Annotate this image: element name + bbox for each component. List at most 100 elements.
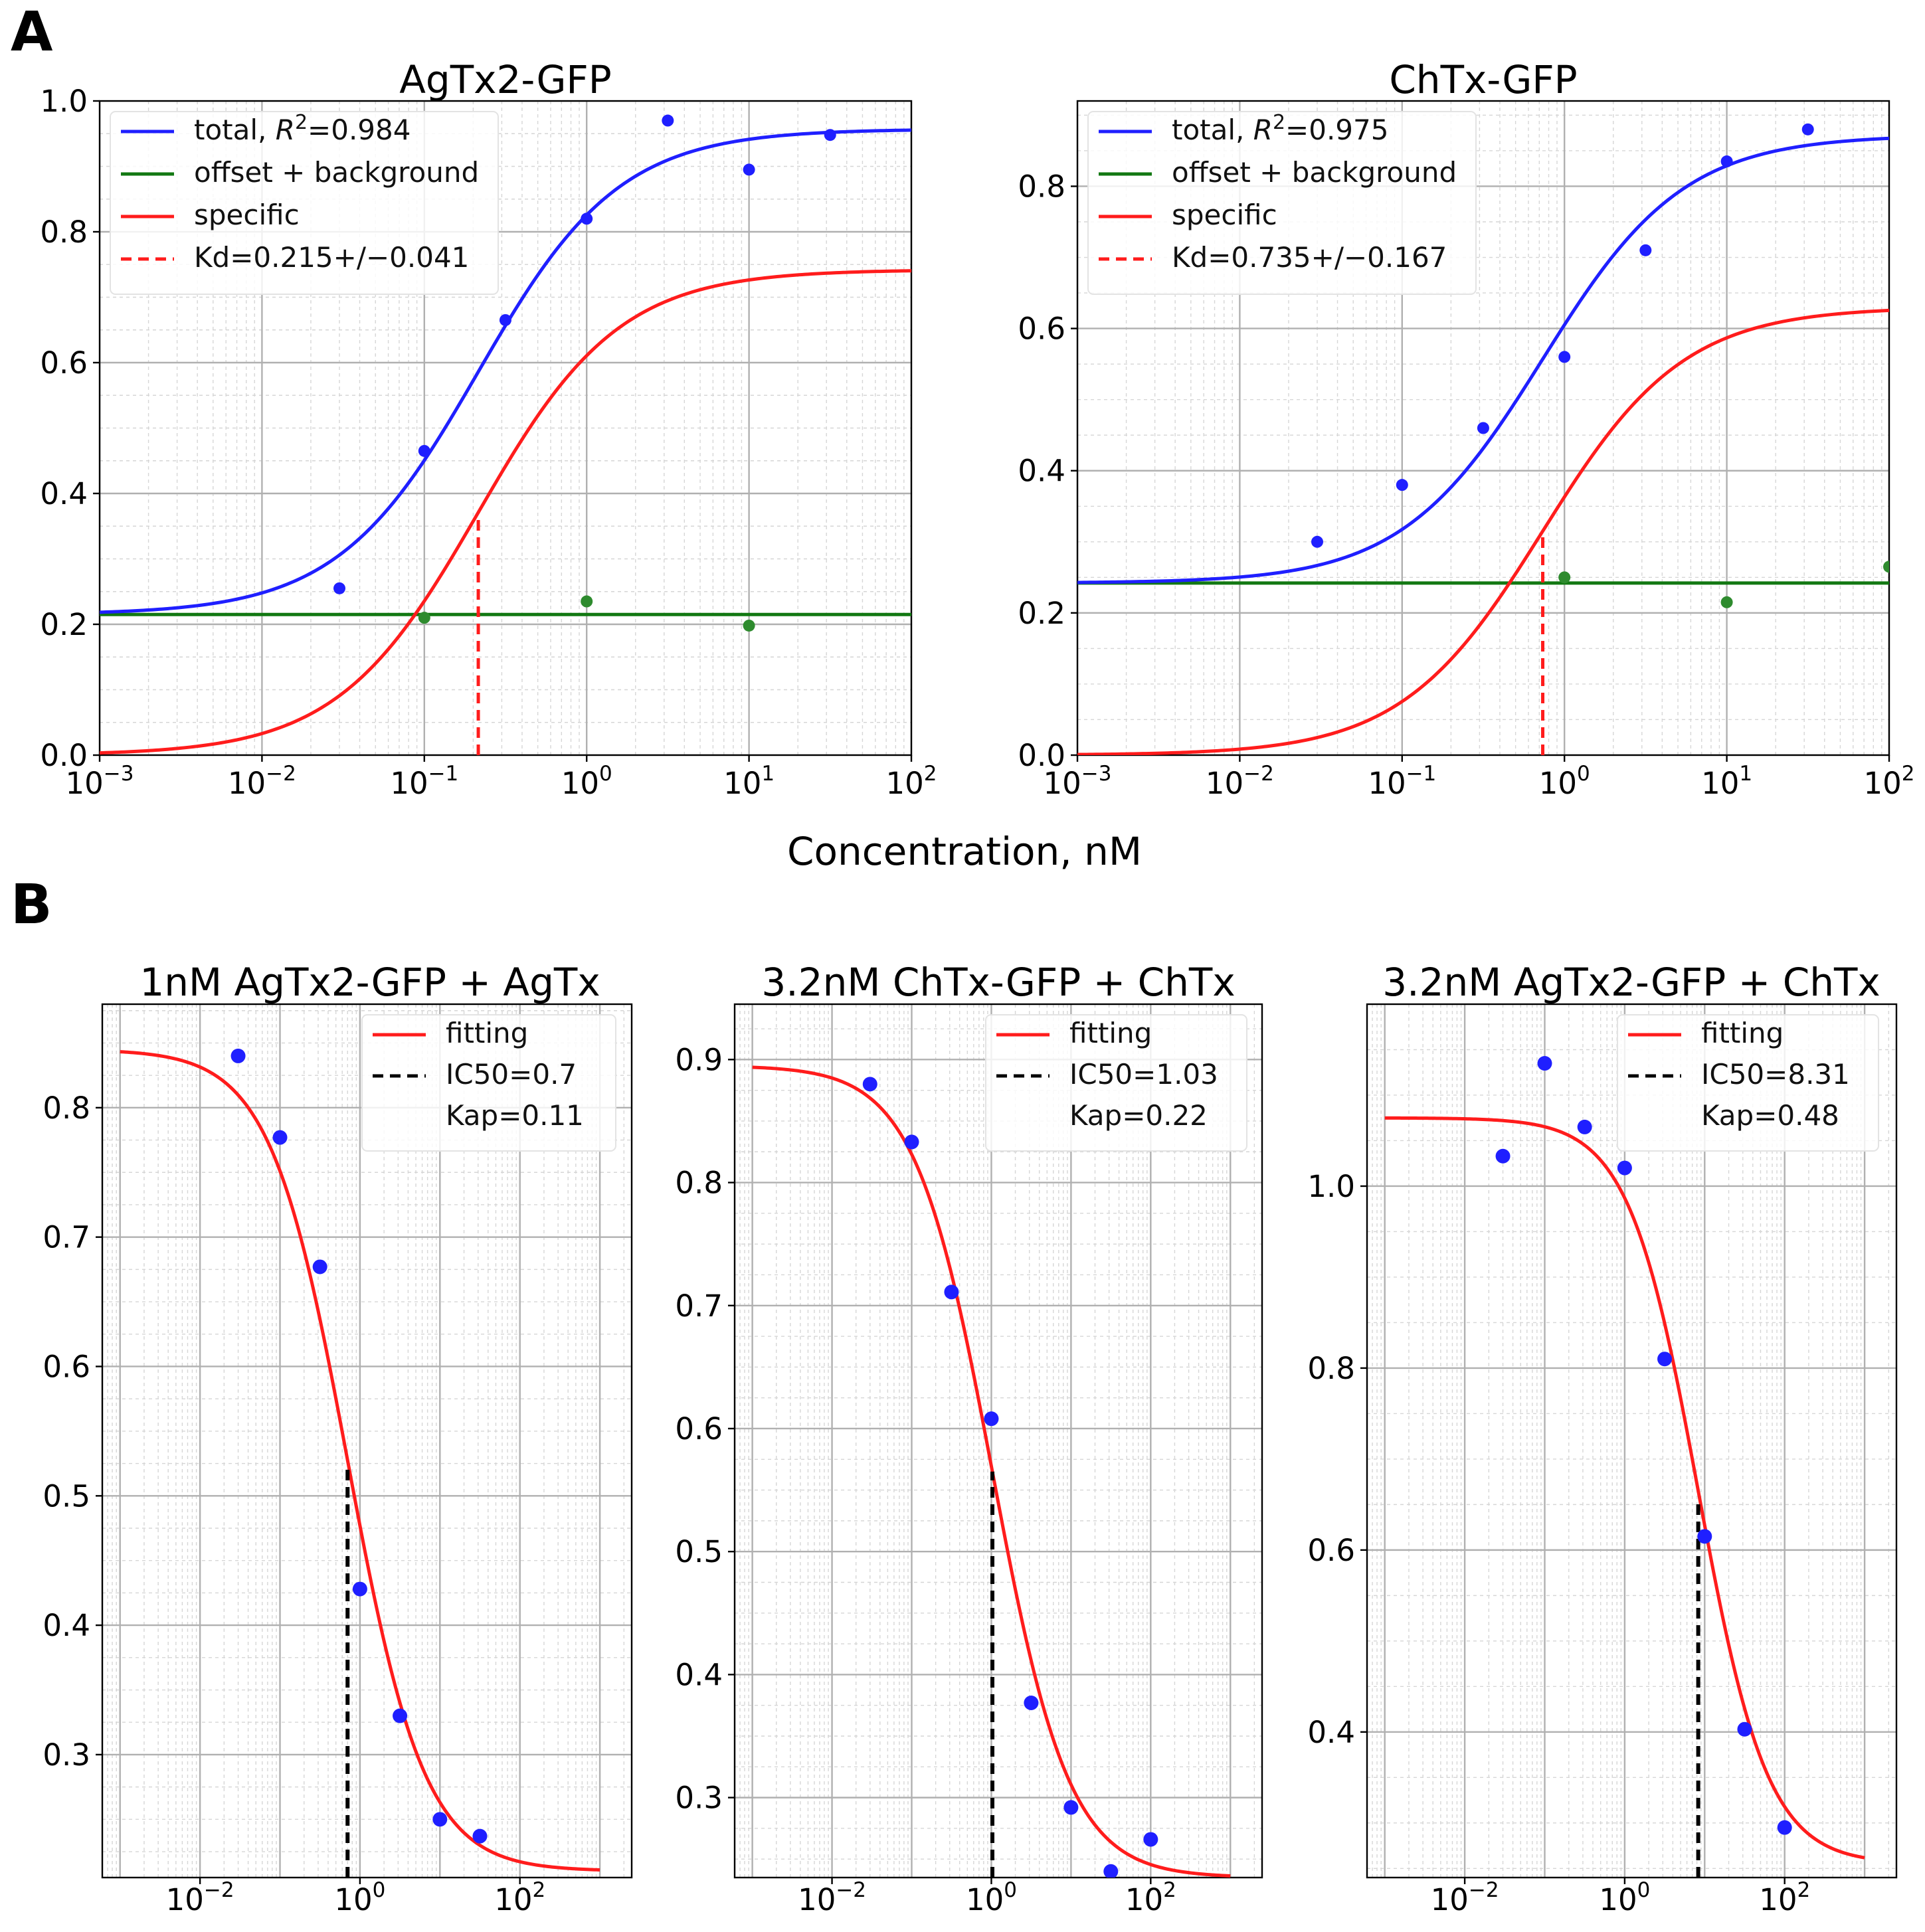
- panel-label-b: B: [11, 873, 52, 936]
- y-tick-label: 0.4: [1307, 1715, 1355, 1750]
- data-point: [1657, 1352, 1673, 1367]
- chart-agtx2-gfp: AgTx2-GFP 0.0 0.2 0.4 0.6 0.8 1.0 10−3 10−2 10−1…: [40, 57, 937, 801]
- legend-label: IC50=1.03: [1069, 1058, 1218, 1091]
- plot-frame: [733, 1003, 1263, 1879]
- data-point: [1777, 1820, 1792, 1835]
- y-tick-label: 1.0: [40, 84, 88, 119]
- y-tick-label: 0.7: [43, 1220, 90, 1255]
- data-point: [1495, 1148, 1511, 1164]
- y-tick-label: 0.6: [675, 1411, 723, 1447]
- legend-frame: [985, 1014, 1247, 1152]
- x-tick-label: 10−1: [390, 762, 458, 801]
- legend-label: IC50=0.7: [446, 1058, 577, 1091]
- x-tick-label: 10−3: [1044, 762, 1112, 801]
- legend-label: Kd=0.215+/−0.041: [194, 241, 469, 274]
- specific-curve: [100, 269, 911, 755]
- legend-label: Kap=0.48: [1701, 1099, 1839, 1132]
- grid: [102, 1004, 632, 1878]
- legend-frame: [1087, 111, 1477, 295]
- plot-frame: [1366, 1003, 1898, 1879]
- data-point: [1537, 1056, 1552, 1071]
- legend: total, R2=0.984 offset + background specif…: [110, 111, 499, 295]
- y-tick-label: 0.8: [675, 1166, 723, 1201]
- y-tick-label: 0.9: [675, 1042, 723, 1077]
- data-point: [944, 1284, 959, 1300]
- x-tick-label: 100: [334, 1878, 385, 1917]
- y-tick-label: 0.6: [1018, 311, 1065, 347]
- legend-label: offset + background: [194, 156, 479, 189]
- x-tick-label: 10−2: [798, 1878, 866, 1917]
- y-tick-label: 0.2: [40, 607, 88, 642]
- fitting-curve: [1384, 1116, 1865, 1860]
- chart-chtx-gfp: ChTx-GFP 0.0 0.2 0.4 0.6 0.8 10−3 10−2 10−1 100 1…: [1018, 57, 1914, 801]
- y-tick-label: 1.0: [1307, 1169, 1355, 1204]
- background-data-point: [418, 612, 430, 624]
- total-data-point: [581, 213, 593, 225]
- legend: fitting IC50=0.7 Kap=0.11: [361, 1014, 616, 1152]
- y-tick-label: 0.8: [43, 1091, 90, 1126]
- data-point: [472, 1828, 488, 1844]
- x-tick-label: 10−2: [228, 762, 296, 801]
- total-data-point: [1396, 479, 1408, 491]
- legend-label: total, R2=0.984: [194, 111, 411, 146]
- chart-title: ChTx-GFP: [1389, 57, 1577, 102]
- data-point: [1103, 1864, 1119, 1878]
- x-tick-label: 10−2: [166, 1878, 234, 1917]
- fitting-curve: [752, 1065, 1231, 1878]
- y-tick-label: 0.2: [1018, 596, 1065, 631]
- x-tick-label: 102: [1759, 1878, 1810, 1917]
- x-tick-label: 102: [1864, 762, 1915, 801]
- legend-frame: [110, 111, 499, 295]
- total-data-point: [743, 163, 755, 176]
- legend-frame: [361, 1014, 616, 1152]
- data-point: [230, 1048, 246, 1063]
- total-data-point: [333, 582, 346, 594]
- legend: total, R2=0.975 offset + background specif…: [1087, 111, 1477, 295]
- legend-label: fitting: [1701, 1017, 1784, 1049]
- legend-label: fitting: [1069, 1017, 1152, 1049]
- data-point: [1143, 1832, 1158, 1847]
- x-tick-label: 10−2: [1206, 762, 1274, 801]
- total-data-point: [824, 129, 836, 141]
- legend-label: total, R2=0.975: [1172, 111, 1388, 146]
- total-curve: [1077, 136, 1889, 584]
- total-data-point: [1720, 155, 1733, 168]
- legend-label: Kap=0.11: [446, 1099, 584, 1132]
- plot-frame: [101, 1003, 633, 1879]
- chart-chtx-gfp-plus-chtx: 3.2nM ChTx-GFP + ChTx 0.3 0.4 0.5 0.6 0.7 0.8…: [675, 960, 1263, 1917]
- y-tick-label: 0.5: [43, 1478, 90, 1514]
- plot-area: [1384, 1056, 1865, 1878]
- legend-label: specific: [194, 199, 300, 231]
- total-data-point: [418, 444, 430, 457]
- background-data-point: [1558, 571, 1571, 584]
- data-point: [1697, 1529, 1712, 1544]
- total-data-point: [1801, 123, 1814, 135]
- shared-x-axis-label: Concentration, nM: [787, 829, 1142, 874]
- y-tick-label: 0.0: [40, 738, 88, 773]
- total-data-point: [499, 313, 511, 326]
- data-point: [1737, 1721, 1752, 1737]
- data-point: [312, 1259, 327, 1274]
- legend: fitting IC50=8.31 Kap=0.48: [1617, 1014, 1879, 1152]
- x-tick-label: 100: [561, 762, 612, 801]
- data-point: [272, 1130, 288, 1145]
- chart-title: 1nM AgTx2-GFP + AgTx: [139, 960, 600, 1005]
- legend-label: Kd=0.735+/−0.167: [1172, 241, 1447, 274]
- total-data-point: [1477, 422, 1489, 434]
- y-tick-label: 0.5: [675, 1534, 723, 1569]
- chart-agtx2-gfp-plus-agtx: 1nM AgTx2-GFP + AgTx 0.3 0.4 0.5 0.6 0.7 0.8 1…: [43, 960, 633, 1917]
- data-point: [1577, 1119, 1592, 1134]
- data-point: [432, 1812, 448, 1827]
- fitting-curve: [120, 1050, 600, 1872]
- background-data-point: [1883, 561, 1889, 573]
- background-data-point: [743, 619, 755, 632]
- chart-title: AgTx2-GFP: [399, 57, 611, 102]
- chart-title: 3.2nM ChTx-GFP + ChTx: [761, 960, 1235, 1005]
- x-tick-label: 101: [1701, 762, 1752, 801]
- total-data-point: [1311, 535, 1324, 548]
- legend-label: offset + background: [1172, 156, 1457, 189]
- chart-agtx2-gfp-plus-chtx: 3.2nM AgTx2-GFP + ChTx 0.4 0.6 0.8 1.0 10−2 1…: [1307, 960, 1898, 1917]
- legend-label: fitting: [446, 1017, 528, 1049]
- plot-area: [100, 114, 911, 755]
